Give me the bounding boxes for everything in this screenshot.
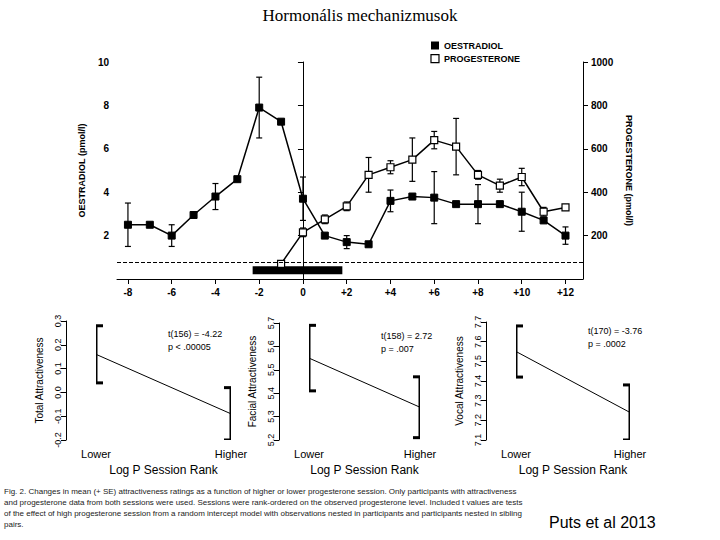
svg-text:0.1: 0.1 bbox=[53, 362, 63, 375]
svg-text:7.7: 7.7 bbox=[473, 316, 483, 329]
svg-text:Hormonális mechanizmusok: Hormonális mechanizmusok bbox=[263, 6, 458, 25]
svg-text:p = .007: p = .007 bbox=[381, 344, 414, 354]
svg-text:Vocal Attractiveness: Vocal Attractiveness bbox=[454, 336, 465, 426]
svg-text:and progesterone data from bot: and progesterone data from both sessions… bbox=[4, 498, 525, 507]
svg-text:p < .00005: p < .00005 bbox=[168, 342, 211, 352]
svg-text:Lower: Lower bbox=[81, 448, 111, 460]
svg-text:Log P Session Rank: Log P Session Rank bbox=[109, 463, 219, 477]
svg-text:Lower: Lower bbox=[501, 448, 531, 460]
svg-text:of the effect of high progeste: of the effect of high progesterone sessi… bbox=[4, 509, 524, 518]
svg-text:7.1: 7.1 bbox=[473, 434, 483, 447]
svg-text:pairs.: pairs. bbox=[4, 520, 24, 529]
svg-text:400: 400 bbox=[591, 187, 608, 198]
svg-text:5.2: 5.2 bbox=[266, 434, 276, 447]
svg-text:7.3: 7.3 bbox=[473, 394, 483, 407]
svg-text:-0.2: -0.2 bbox=[53, 432, 63, 448]
svg-text:7.4: 7.4 bbox=[473, 375, 483, 388]
svg-text:-4: -4 bbox=[211, 287, 220, 298]
svg-text:-2: -2 bbox=[255, 287, 264, 298]
svg-text:PROGESTERONE (pmol/l): PROGESTERONE (pmol/l) bbox=[624, 115, 634, 226]
svg-text:-8: -8 bbox=[123, 287, 132, 298]
svg-text:OESTRADIOL (pmol/l): OESTRADIOL (pmol/l) bbox=[77, 124, 87, 218]
svg-text:Puts et al 2013: Puts et al 2013 bbox=[549, 514, 656, 531]
svg-text:7.5: 7.5 bbox=[473, 355, 483, 368]
svg-text:600: 600 bbox=[591, 143, 608, 154]
svg-text:5.7: 5.7 bbox=[266, 317, 276, 330]
svg-text:OESTRADIOL: OESTRADIOL bbox=[444, 41, 504, 51]
svg-text:Higher: Higher bbox=[404, 448, 437, 460]
svg-text:+6: +6 bbox=[429, 287, 441, 298]
svg-text:0.3: 0.3 bbox=[53, 315, 63, 328]
svg-text:800: 800 bbox=[591, 100, 608, 111]
svg-text:Higher: Higher bbox=[614, 448, 647, 460]
svg-text:p = .0002: p = .0002 bbox=[588, 339, 626, 349]
svg-text:2: 2 bbox=[103, 230, 109, 241]
svg-text:+10: +10 bbox=[513, 287, 530, 298]
svg-text:7.2: 7.2 bbox=[473, 414, 483, 427]
svg-text:200: 200 bbox=[591, 230, 608, 241]
svg-text:Lower: Lower bbox=[294, 448, 324, 460]
svg-text:-0.1: -0.1 bbox=[53, 408, 63, 424]
svg-text:5.5: 5.5 bbox=[266, 364, 276, 377]
svg-text:4: 4 bbox=[103, 187, 109, 198]
svg-text:0.2: 0.2 bbox=[53, 339, 63, 352]
svg-text:t(156) = -4.22: t(156) = -4.22 bbox=[168, 329, 222, 339]
svg-text:1000: 1000 bbox=[591, 57, 614, 68]
svg-text:6: 6 bbox=[103, 143, 109, 154]
svg-text:t(170) = -3.76: t(170) = -3.76 bbox=[588, 326, 642, 336]
svg-text:PROGESTERONE: PROGESTERONE bbox=[444, 54, 520, 64]
svg-text:0.0: 0.0 bbox=[53, 386, 63, 399]
svg-text:Total Attractiveness: Total Attractiveness bbox=[34, 337, 45, 423]
svg-text:10: 10 bbox=[98, 57, 110, 68]
svg-text:Fig. 2. Changes in mean (+ SE): Fig. 2. Changes in mean (+ SE) attractiv… bbox=[4, 487, 519, 496]
svg-text:Facial Attractiveness: Facial Attractiveness bbox=[247, 336, 258, 428]
svg-text:+12: +12 bbox=[557, 287, 574, 298]
svg-text:-6: -6 bbox=[167, 287, 176, 298]
svg-text:t(158) = 2.72: t(158) = 2.72 bbox=[381, 331, 432, 341]
svg-text:0: 0 bbox=[300, 287, 306, 298]
svg-text:Log P Session Rank: Log P Session Rank bbox=[519, 463, 629, 477]
svg-text:5.4: 5.4 bbox=[266, 387, 276, 400]
svg-text:5.3: 5.3 bbox=[266, 410, 276, 423]
svg-text:5.6: 5.6 bbox=[266, 340, 276, 353]
svg-text:Log P Session Rank: Log P Session Rank bbox=[310, 463, 420, 477]
svg-text:+4: +4 bbox=[385, 287, 397, 298]
svg-text:8: 8 bbox=[103, 100, 109, 111]
svg-text:+8: +8 bbox=[472, 287, 484, 298]
svg-text:7.6: 7.6 bbox=[473, 335, 483, 348]
svg-text:+2: +2 bbox=[341, 287, 353, 298]
svg-text:Higher: Higher bbox=[215, 448, 248, 460]
